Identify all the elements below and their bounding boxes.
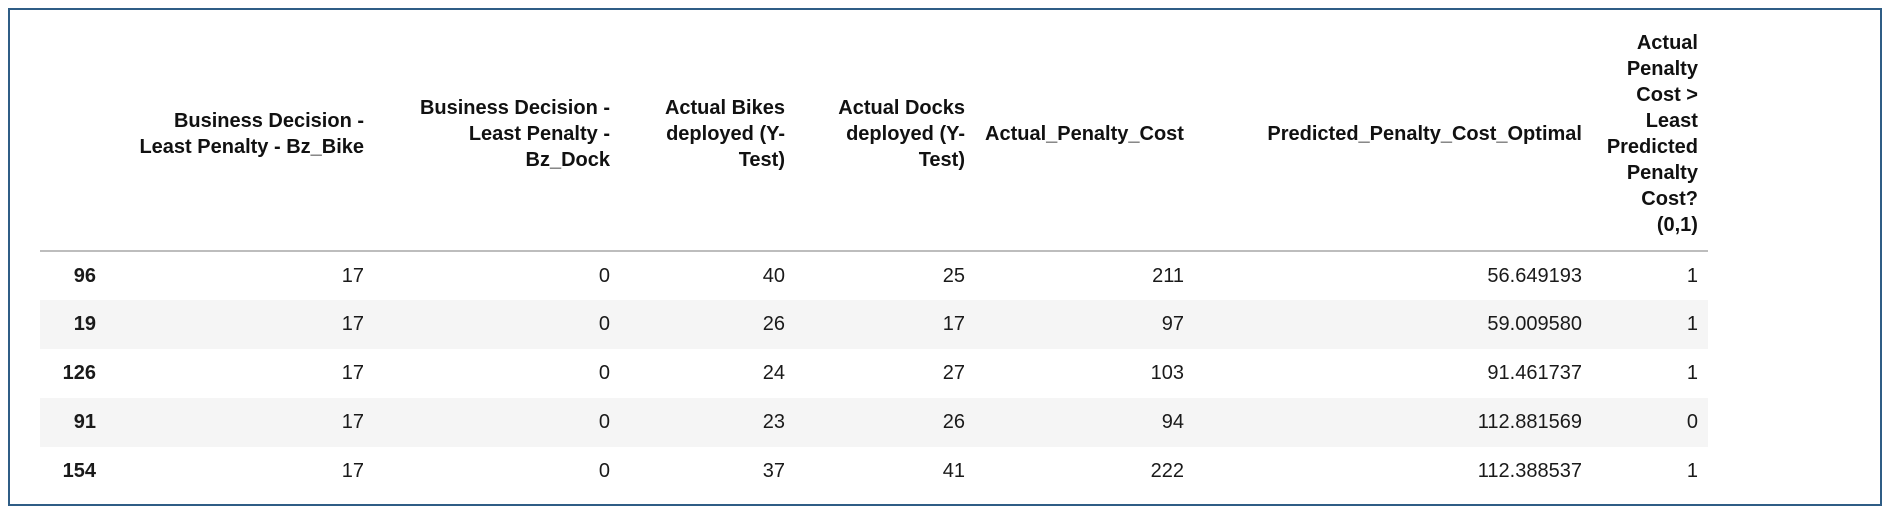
cell-predicted-penalty-cost: 56.649193 <box>1487 264 1582 287</box>
cell-actual-docks: 26 <box>795 398 975 447</box>
cell-predicted-penalty-cost: 59.009580 <box>1193 300 1592 349</box>
cell-penalty-comparison: 1 <box>1686 362 1698 384</box>
column-header-text: Actual_Penalty_Cost <box>985 123 1184 145</box>
cell-penalty-comparison: 1 <box>1686 264 1698 287</box>
column-header-bz-dock: Business Decision - Least Penalty - Bz_D… <box>374 18 620 252</box>
index-header <box>40 18 108 252</box>
cell-actual-penalty-cost: 222 <box>1150 460 1184 482</box>
row-index: 91 <box>40 398 108 447</box>
cell-bz-bike: 17 <box>341 362 364 384</box>
cell-penalty-comparison: 0 <box>1591 398 1708 447</box>
column-header-bz-bike: Business Decision - Least Penalty - Bz_B… <box>108 18 374 252</box>
header-row: Business Decision - Least Penalty - Bz_B… <box>40 18 1708 252</box>
cell-actual-docks: 17 <box>795 300 975 349</box>
column-header-text: Actual Bikes deployed (Y- Test) <box>664 97 785 171</box>
row-index: 19 <box>40 300 108 349</box>
cell-actual-bikes: 23 <box>620 398 795 447</box>
cell-predicted-penalty-cost: 112.881569 <box>1193 398 1592 447</box>
cell-actual-penalty-cost: 103 <box>1150 362 1184 384</box>
cell-actual-penalty-cost: 94 <box>975 398 1194 447</box>
cell-actual-penalty-cost: 211 <box>1152 264 1184 287</box>
dataframe-output: Business Decision - Least Penalty - Bz_B… <box>8 8 1882 506</box>
table-row: 91 17 0 23 26 94 112.881569 0 <box>40 398 1708 447</box>
column-header-text: Actual Penalty Cost > Least Predicted Pe… <box>1606 32 1698 236</box>
column-header-predicted-penalty-cost: Predicted_Penalty_Cost_Optimal <box>1193 18 1592 252</box>
column-header-actual-penalty-cost: Actual_Penalty_Cost <box>975 18 1194 252</box>
cell-penalty-comparison: 1 <box>1686 460 1698 482</box>
row-index: 126 <box>62 362 96 384</box>
cell-actual-bikes: 40 <box>762 264 785 287</box>
cell-actual-bikes: 26 <box>620 300 795 349</box>
cell-bz-bike: 17 <box>108 300 374 349</box>
column-header-text: Predicted_Penalty_Cost_Optimal <box>1267 123 1582 145</box>
column-header-text: Business Decision - Least Penalty - Bz_B… <box>139 110 364 158</box>
cell-bz-bike: 17 <box>341 460 364 482</box>
cell-actual-bikes: 37 <box>762 460 785 482</box>
cell-bz-dock: 0 <box>598 362 610 384</box>
table-row: 19 17 0 26 17 97 59.009580 1 <box>40 300 1708 349</box>
table-row: 154 17 0 37 41 222 112.388537 1 <box>40 447 1708 496</box>
cell-actual-penalty-cost: 97 <box>975 300 1194 349</box>
cell-bz-dock: 0 <box>598 460 610 482</box>
cell-actual-bikes: 24 <box>762 362 785 384</box>
cell-bz-bike: 17 <box>108 398 374 447</box>
cell-bz-dock: 0 <box>374 398 620 447</box>
cell-predicted-penalty-cost: 112.388537 <box>1477 460 1582 482</box>
cell-bz-bike: 17 <box>341 264 364 287</box>
cell-actual-docks: 25 <box>942 264 965 287</box>
table-row: 96 17 0 40 25 211 56.649193 1 <box>40 251 1708 300</box>
row-index: 154 <box>62 460 96 482</box>
cell-bz-dock: 0 <box>374 300 620 349</box>
column-header-penalty-comparison: Actual Penalty Cost > Least Predicted Pe… <box>1591 18 1708 252</box>
dataframe-table: Business Decision - Least Penalty - Bz_B… <box>40 18 1708 496</box>
table-row: 126 17 0 24 27 103 91.461737 1 <box>40 349 1708 398</box>
row-index: 96 <box>73 264 96 287</box>
cell-actual-docks: 27 <box>942 362 965 384</box>
column-header-actual-bikes: Actual Bikes deployed (Y- Test) <box>620 18 795 252</box>
column-header-actual-docks: Actual Docks deployed (Y- Test) <box>795 18 975 252</box>
column-header-text: Business Decision - Least Penalty - Bz_D… <box>419 97 610 171</box>
cell-penalty-comparison: 1 <box>1591 300 1708 349</box>
cell-predicted-penalty-cost: 91.461737 <box>1487 362 1582 384</box>
column-header-text: Actual Docks deployed (Y- Test) <box>838 97 965 171</box>
cell-bz-dock: 0 <box>598 264 610 287</box>
cell-actual-docks: 41 <box>942 460 965 482</box>
